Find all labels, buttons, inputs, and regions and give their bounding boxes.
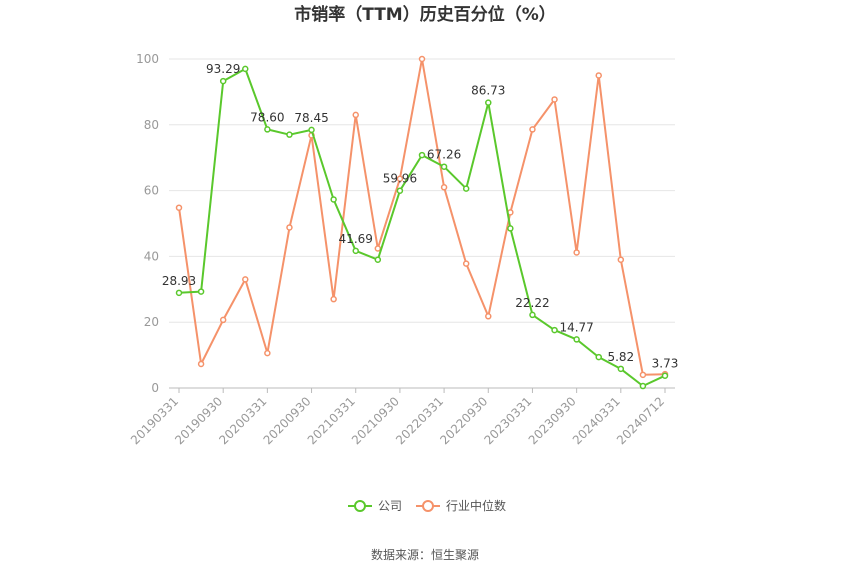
data-point [639,371,647,379]
data-point [242,276,249,283]
data-point [529,126,536,133]
data-point [418,55,426,63]
gridlines [169,58,675,323]
legend-marker [354,500,366,512]
data-point [639,382,647,390]
data-labels: 28.93 93.29 78.60 78.45 41.69 59.96 67.26 86.73… [162,62,679,371]
data-point [462,185,470,192]
data-point [551,326,558,334]
data-point [485,99,492,106]
legend-marker [422,500,434,512]
data-point [219,77,227,85]
y-tick-label: 40 [144,249,159,263]
data-label: 78.60 [250,110,284,124]
data-point [197,288,205,295]
data-point [529,311,536,319]
data-point [661,372,669,379]
data-point [507,225,514,232]
data-label: 78.45 [294,111,328,125]
y-tick-label: 80 [144,118,159,132]
data-label: 14.77 [559,320,593,334]
data-label: 41.69 [339,232,373,246]
y-tick-label: 0 [151,381,159,395]
data-point [175,204,183,211]
data-point [617,365,625,373]
data-label: 28.93 [162,274,196,288]
y-tick-label: 20 [144,315,159,329]
series-1 [175,55,669,379]
data-point [573,249,580,256]
data-source-note: 数据来源：恒生聚源 [371,547,479,562]
data-point [286,131,293,138]
data-point [264,126,271,133]
data-point [374,245,382,252]
data-label: 86.73 [471,84,505,98]
legend-label: 公司 [378,499,402,513]
x-tick-label: 20240712 [614,394,667,447]
data-point [551,96,558,103]
data-label: 3.73 [652,357,679,371]
data-point [175,289,183,297]
data-point [374,256,382,263]
y-tick-label: 100 [136,52,159,66]
data-label: 5.82 [607,350,634,364]
data-point [617,256,625,263]
data-label: 22.22 [515,296,549,310]
data-point [440,184,448,191]
legend-label: 行业中位数 [446,498,506,513]
data-point [308,126,315,134]
data-label: 67.26 [427,148,461,162]
data-point [352,111,359,119]
legend-item-1[interactable]: 行业中位数 [416,498,506,513]
chart-title: 市销率（TTM）历史百分位（%） [294,4,556,25]
legend-item-0[interactable]: 公司 [348,499,402,513]
series-0 [175,65,669,390]
data-point [462,260,470,267]
series-layer [175,55,669,390]
data-point [440,163,448,170]
legend[interactable]: 公司 行业中位数 [348,498,506,513]
data-point [396,175,404,183]
data-point [197,360,205,368]
data-label: 93.29 [206,62,240,76]
data-point [573,336,580,343]
data-point [595,72,602,79]
data-point [219,316,227,324]
data-point [352,247,359,255]
data-label: 59.96 [383,172,417,186]
data-point [595,353,602,361]
data-point [396,187,404,194]
data-point [286,224,293,231]
data-point [264,349,271,357]
data-point [330,295,337,303]
y-tick-label: 60 [144,184,159,198]
x-axis: 2019033120190930202003312020093020210331… [128,387,675,447]
data-point [485,313,492,320]
data-point [418,151,426,159]
data-point [242,65,249,73]
data-point [330,196,337,203]
y-axis: 0 20 40 60 80 100 [136,52,159,395]
